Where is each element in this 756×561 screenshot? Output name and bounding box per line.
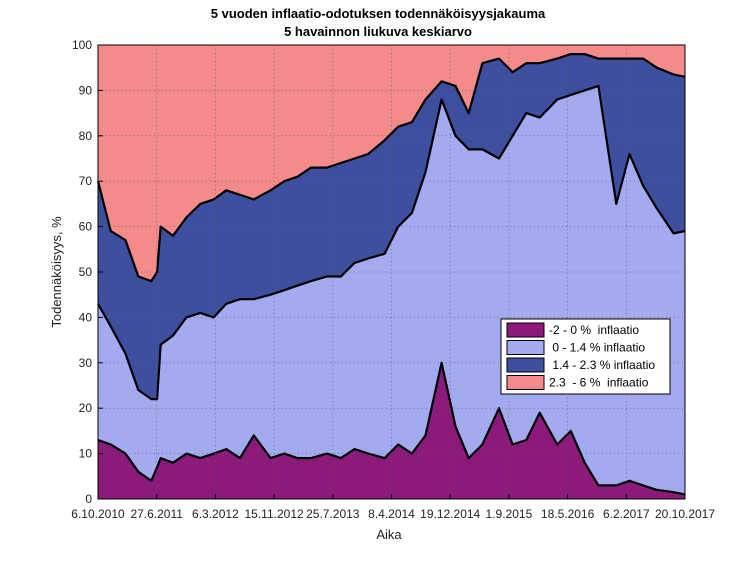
y-tick-label: 30 (79, 356, 93, 370)
chart-title: 5 vuoden inflaatio-odotuksen todennäköis… (211, 6, 546, 21)
y-tick-label: 40 (79, 310, 93, 324)
x-tick-label: 27.6.2011 (130, 507, 183, 521)
boundary-line-1 (97, 361, 686, 496)
area-series-4 (98, 45, 685, 282)
legend-label: -2 - 0 % inflaatio (549, 323, 639, 337)
y-tick-label: 20 (79, 401, 93, 415)
x-tick-label: 18.5.2016 (541, 507, 595, 521)
legend-swatch (506, 322, 545, 338)
y-tick-label: 50 (79, 265, 93, 279)
x-tick-label: 1.9.2015 (486, 507, 533, 521)
x-tick-label: 19.12.2014 (420, 507, 480, 521)
x-tick-label: 6.2.2017 (603, 507, 650, 521)
x-tick-label: 25.7.2013 (306, 507, 360, 521)
y-tick-label: 80 (79, 129, 93, 143)
chart-subtitle: 5 havainnon liukuva keskiarvo (284, 24, 472, 39)
y-tick-label: 90 (79, 83, 93, 97)
x-tick-label: 15.11.2012 (245, 507, 304, 521)
legend-swatch (506, 340, 545, 355)
y-tick-label: 60 (79, 220, 93, 234)
x-tick-label: 6.3.2012 (192, 507, 239, 521)
y-tick-label: 100 (72, 38, 92, 52)
legend-swatch (506, 357, 545, 373)
boundary-line-3 (96, 53, 686, 283)
boundary-line-2 (97, 84, 686, 401)
area-series-3 (98, 54, 685, 400)
x-tick-label: 8.4.2014 (368, 507, 415, 521)
x-axis: 6.10.2010 27.6.2011 6.3.2012 15.11.2012 25.7… (71, 494, 715, 521)
x-tick-label: 6.10.2010 (71, 507, 125, 521)
legend-label: 1.4 - 2.3 % inflaatio (549, 358, 655, 372)
legend-label: 2.3 - 6 % inflaatio (549, 376, 649, 390)
y-tick-label: 10 (79, 447, 93, 461)
area-series-1 (98, 362, 685, 499)
legend: -2 - 0 % inflaatio 0 - 1.4 % inflaatio 1… (500, 318, 671, 395)
y-tick-label: 0 (85, 492, 92, 506)
plot-boundary-lines (96, 53, 686, 496)
y-axis: 0 10 20 30 40 50 60 70 80 90 100 (72, 38, 103, 506)
x-tick-label: 20.10.2017 (655, 507, 715, 521)
y-tick-label: 70 (79, 174, 93, 188)
x-axis-label: Aika (376, 527, 402, 542)
y-axis-label: Todennäköisyys, % (49, 216, 64, 328)
legend-swatch (506, 375, 545, 390)
legend-label: 0 - 1.4 % inflaatio (549, 341, 645, 355)
